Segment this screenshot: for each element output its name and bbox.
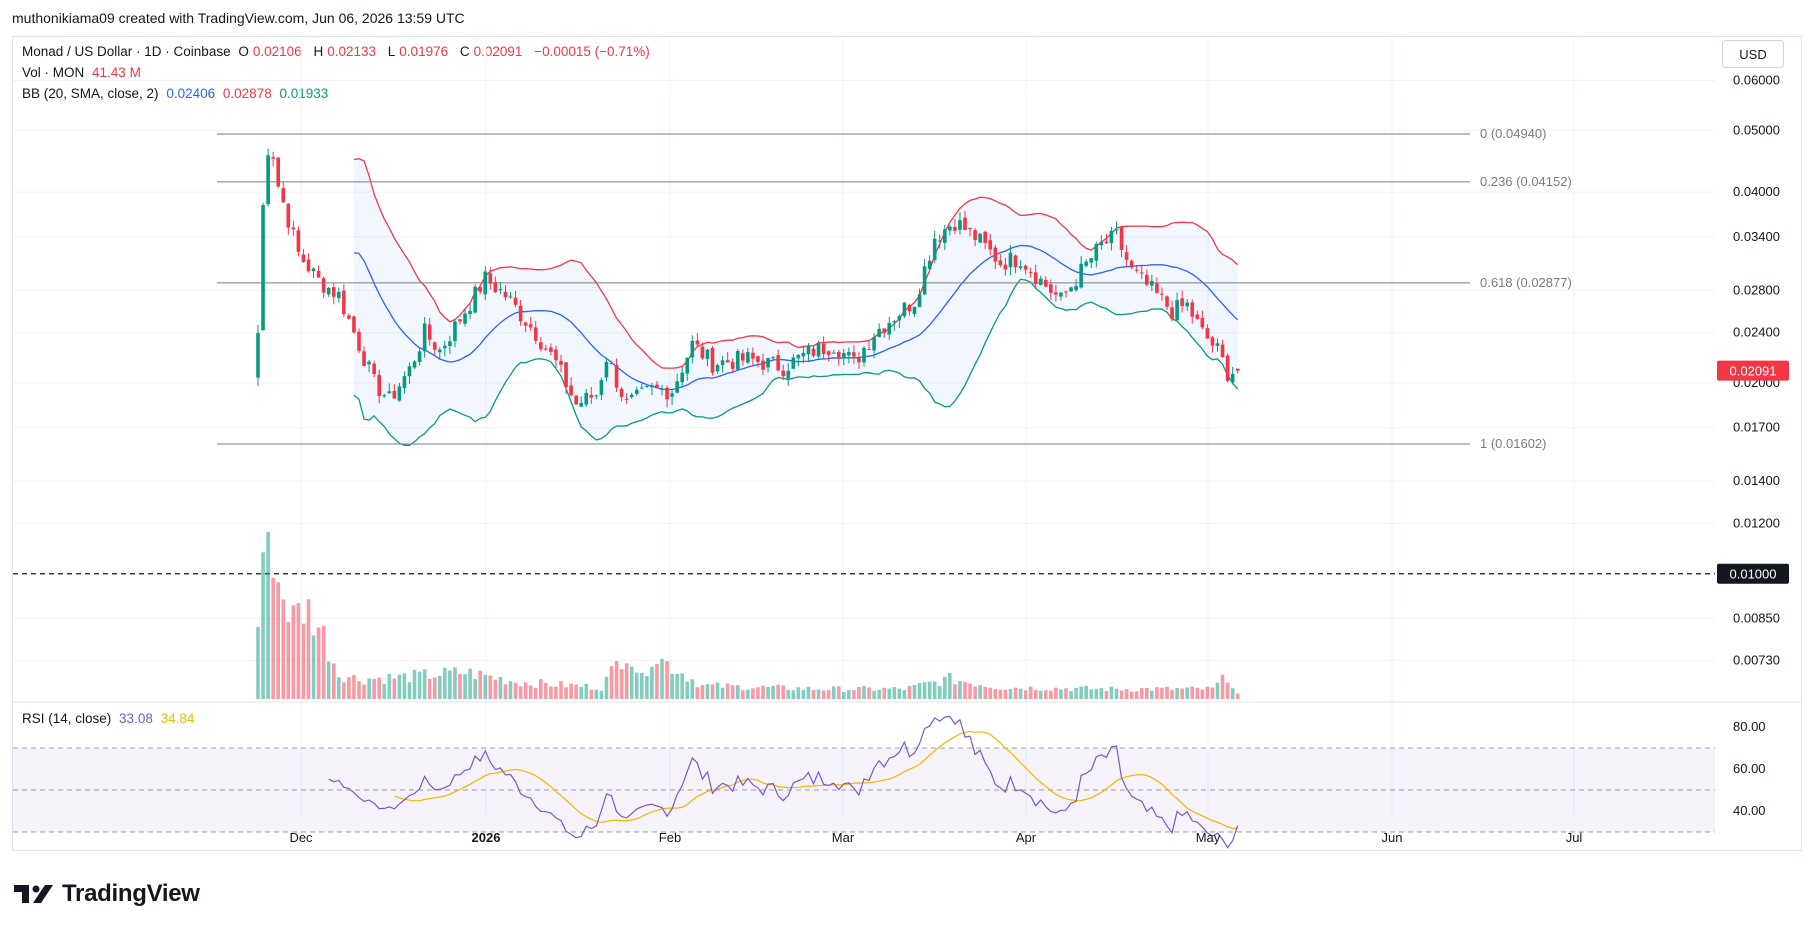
rsi-value: 33.08 bbox=[119, 711, 153, 726]
close-value: 0.02091 bbox=[473, 44, 523, 59]
high-label: H bbox=[313, 44, 324, 59]
low-label: L bbox=[387, 44, 396, 59]
rsi-ma-value: 34.84 bbox=[160, 711, 195, 726]
symbol-title[interactable]: Monad / US Dollar · 1D · Coinbase bbox=[22, 44, 231, 59]
tradingview-logo-icon bbox=[14, 885, 53, 903]
chart-frame bbox=[12, 36, 1802, 851]
rsi-label: RSI (14, close) bbox=[22, 711, 112, 726]
tradingview-logo-text: TradingView bbox=[62, 880, 200, 907]
low-value: 0.01976 bbox=[399, 44, 449, 59]
rsi-legend[interactable]: RSI (14, close) 33.08 34.84 bbox=[22, 711, 198, 726]
bb-upper-value: 0.02878 bbox=[222, 86, 272, 101]
volume-legend[interactable]: Vol · MON 41.43 M bbox=[22, 65, 145, 80]
volume-value: 41.43 M bbox=[92, 65, 141, 80]
bb-legend[interactable]: BB (20, SMA, close, 2) 0.02406 0.02878 0… bbox=[22, 86, 332, 101]
change-value: −0.00015 (−0.71%) bbox=[534, 44, 650, 59]
chart-caption: muthonikiama09 created with TradingView.… bbox=[12, 10, 465, 26]
close-label: C bbox=[459, 44, 470, 59]
bb-label: BB (20, SMA, close, 2) bbox=[22, 86, 159, 101]
open-label: O bbox=[238, 44, 249, 59]
volume-label: Vol · MON bbox=[22, 65, 85, 80]
open-value: 0.02106 bbox=[252, 44, 302, 59]
ohlc-legend: Monad / US Dollar · 1D · Coinbase O 0.021… bbox=[22, 44, 654, 59]
bb-basis-value: 0.02406 bbox=[166, 86, 216, 101]
currency-button[interactable]: USD bbox=[1722, 40, 1784, 68]
high-value: 0.02133 bbox=[327, 44, 377, 59]
bb-lower-value: 0.01933 bbox=[279, 86, 329, 101]
tradingview-logo[interactable]: TradingView bbox=[14, 880, 200, 908]
